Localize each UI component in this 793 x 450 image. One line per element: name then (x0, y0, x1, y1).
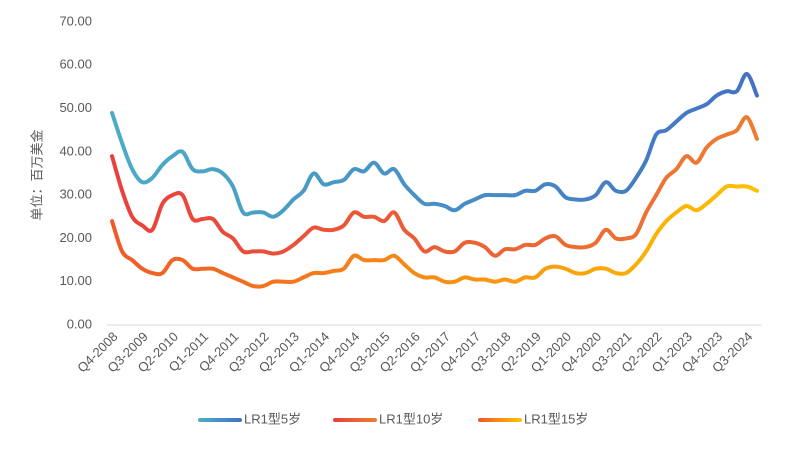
legend-label: LR1型10岁 (379, 411, 443, 426)
y-axis-label: 单位：百万美金 (29, 129, 44, 220)
legend-label: LR1型15岁 (524, 411, 588, 426)
y-tick-label: 40.00 (59, 143, 92, 158)
y-tick-label: 60.00 (59, 57, 92, 72)
y-tick-label: 10.00 (59, 273, 92, 288)
y-tick-label: 20.00 (59, 230, 92, 245)
series-line (110, 71, 759, 219)
y-tick-label: 30.00 (59, 187, 92, 202)
y-tick-label: 70.00 (59, 13, 92, 28)
series-line (110, 183, 759, 289)
y-tick-label: 50.00 (59, 100, 92, 115)
series-line (110, 115, 759, 258)
legend-label: LR1型5岁 (244, 411, 301, 426)
y-tick-label: 0.00 (67, 316, 92, 331)
